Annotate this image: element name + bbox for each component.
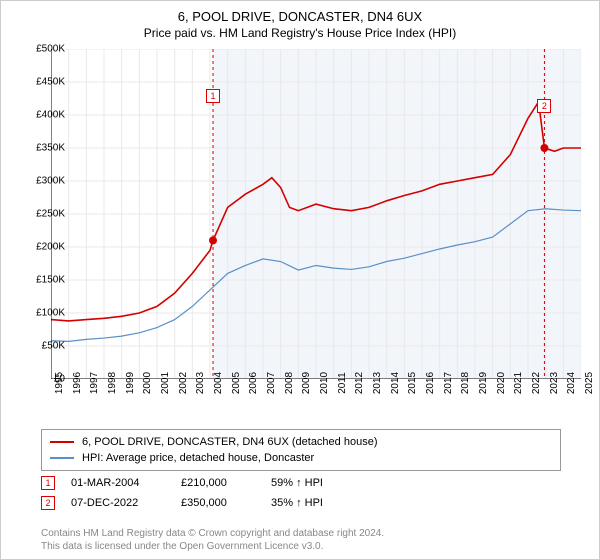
credits-line: This data is licensed under the Open Gov…	[41, 540, 384, 553]
y-axis-label: £150K	[36, 275, 65, 286]
plot-svg	[51, 49, 581, 379]
x-axis-label: 2024	[566, 372, 577, 394]
x-axis-label: 2015	[407, 372, 418, 394]
chart-area	[51, 49, 581, 379]
x-axis-label: 2021	[513, 372, 524, 394]
legend-item: HPI: Average price, detached house, Donc…	[50, 450, 552, 466]
legend-label: HPI: Average price, detached house, Donc…	[82, 452, 314, 464]
x-axis-label: 1998	[107, 372, 118, 394]
marker-badge: 2	[41, 496, 55, 510]
marker-table-row: 1 01-MAR-2004 £210,000 59% ↑ HPI	[41, 473, 561, 493]
marker-table-row: 2 07-DEC-2022 £350,000 35% ↑ HPI	[41, 493, 561, 513]
y-axis-label: £100K	[36, 308, 65, 319]
marker-date: 01-MAR-2004	[71, 477, 181, 489]
marker-pct: 59% ↑ HPI	[271, 477, 351, 489]
y-axis-label: £350K	[36, 143, 65, 154]
x-axis-label: 2019	[478, 372, 489, 394]
x-axis-label: 2007	[266, 372, 277, 394]
x-axis-label: 2006	[248, 372, 259, 394]
x-axis-label: 2013	[372, 372, 383, 394]
y-axis-label: £500K	[36, 44, 65, 55]
legend-label: 6, POOL DRIVE, DONCASTER, DN4 6UX (detac…	[82, 436, 377, 448]
chart-marker-badge: 2	[537, 99, 551, 113]
x-axis-label: 2008	[284, 372, 295, 394]
x-axis-label: 2012	[354, 372, 365, 394]
marker-table: 1 01-MAR-2004 £210,000 59% ↑ HPI2 07-DEC…	[41, 473, 561, 513]
x-axis-label: 2023	[549, 372, 560, 394]
marker-pct: 35% ↑ HPI	[271, 497, 351, 509]
chart-title: 6, POOL DRIVE, DONCASTER, DN4 6UX	[1, 1, 599, 24]
x-axis-label: 1999	[125, 372, 136, 394]
x-axis-label: 2017	[443, 372, 454, 394]
x-axis-label: 2011	[337, 372, 348, 394]
credits-line: Contains HM Land Registry data © Crown c…	[41, 527, 384, 540]
y-axis-label: £250K	[36, 209, 65, 220]
x-axis-label: 2000	[142, 372, 153, 394]
marker-price: £210,000	[181, 477, 271, 489]
legend-item: 6, POOL DRIVE, DONCASTER, DN4 6UX (detac…	[50, 434, 552, 450]
chart-marker-badge: 1	[206, 89, 220, 103]
chart-container: 6, POOL DRIVE, DONCASTER, DN4 6UX Price …	[0, 0, 600, 560]
x-axis-label: 2018	[460, 372, 471, 394]
x-axis-label: 2002	[178, 372, 189, 394]
y-axis-label: £300K	[36, 176, 65, 187]
x-axis-label: 2025	[584, 372, 595, 394]
legend-swatch	[50, 441, 74, 443]
x-axis-label: 2010	[319, 372, 330, 394]
x-axis-label: 2022	[531, 372, 542, 394]
y-axis-label: £450K	[36, 77, 65, 88]
x-axis-label: 1996	[72, 372, 83, 394]
legend: 6, POOL DRIVE, DONCASTER, DN4 6UX (detac…	[41, 429, 561, 471]
x-axis-label: 2001	[160, 372, 171, 394]
x-axis-label: 1997	[89, 372, 100, 394]
x-axis-label: 2020	[496, 372, 507, 394]
y-axis-label: £400K	[36, 110, 65, 121]
x-axis-label: 2016	[425, 372, 436, 394]
marker-date: 07-DEC-2022	[71, 497, 181, 509]
x-axis-label: 2014	[390, 372, 401, 394]
x-axis-label: 1995	[54, 372, 65, 394]
y-axis-label: £200K	[36, 242, 65, 253]
y-axis-label: £50K	[42, 341, 65, 352]
x-axis-label: 2003	[195, 372, 206, 394]
x-axis-label: 2005	[231, 372, 242, 394]
chart-subtitle: Price paid vs. HM Land Registry's House …	[1, 24, 599, 46]
legend-swatch	[50, 457, 74, 459]
marker-price: £350,000	[181, 497, 271, 509]
x-axis-label: 2009	[301, 372, 312, 394]
credits: Contains HM Land Registry data © Crown c…	[41, 527, 384, 553]
x-axis-label: 2004	[213, 372, 224, 394]
marker-badge: 1	[41, 476, 55, 490]
